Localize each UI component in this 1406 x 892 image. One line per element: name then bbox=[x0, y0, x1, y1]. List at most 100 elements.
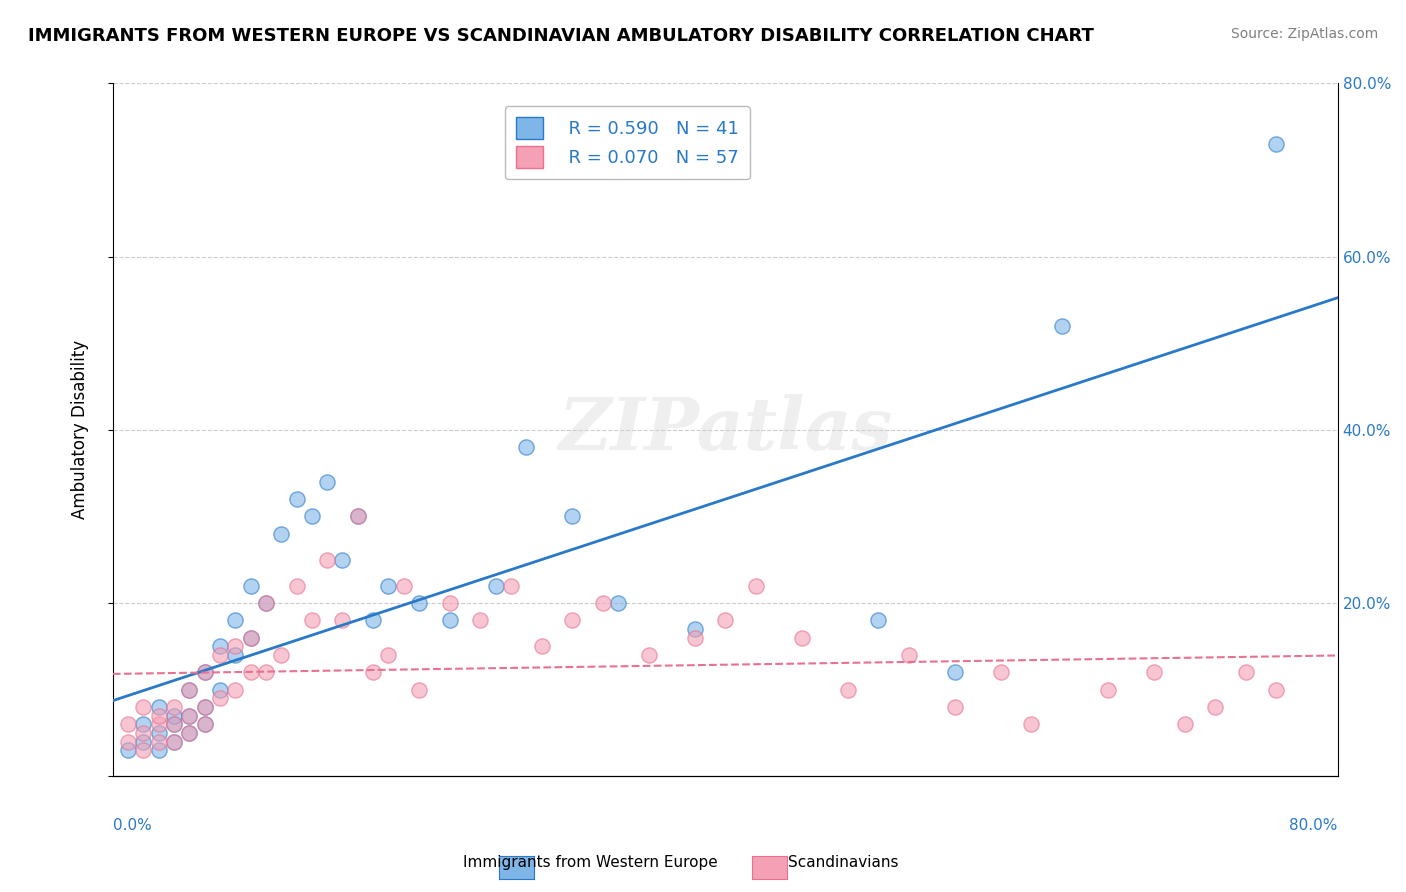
Text: IMMIGRANTS FROM WESTERN EUROPE VS SCANDINAVIAN AMBULATORY DISABILITY CORRELATION: IMMIGRANTS FROM WESTERN EUROPE VS SCANDI… bbox=[28, 27, 1094, 45]
Point bbox=[163, 700, 186, 714]
Text: Scandinavians: Scandinavians bbox=[789, 855, 898, 870]
Point bbox=[499, 579, 522, 593]
Point bbox=[837, 682, 859, 697]
Point bbox=[470, 613, 492, 627]
Point bbox=[179, 726, 201, 740]
Point bbox=[163, 717, 186, 731]
Point bbox=[439, 613, 461, 627]
Point bbox=[1265, 682, 1288, 697]
Point bbox=[208, 691, 231, 706]
Point bbox=[194, 717, 217, 731]
Point bbox=[132, 717, 155, 731]
Point bbox=[239, 665, 262, 680]
Legend:   R = 0.590   N = 41,   R = 0.070   N = 57: R = 0.590 N = 41, R = 0.070 N = 57 bbox=[505, 106, 749, 179]
Point bbox=[332, 613, 354, 627]
Point bbox=[392, 579, 415, 593]
Point bbox=[148, 734, 170, 748]
Point bbox=[1143, 665, 1166, 680]
Point bbox=[285, 579, 308, 593]
Point bbox=[683, 622, 706, 636]
Point bbox=[117, 717, 139, 731]
Point bbox=[1050, 318, 1073, 333]
Point bbox=[179, 708, 201, 723]
Point bbox=[361, 665, 384, 680]
Point bbox=[1021, 717, 1043, 731]
Point bbox=[637, 648, 659, 662]
Point bbox=[239, 579, 262, 593]
Point bbox=[224, 613, 246, 627]
Point bbox=[163, 717, 186, 731]
Point bbox=[254, 665, 277, 680]
Point bbox=[148, 700, 170, 714]
Point bbox=[194, 700, 217, 714]
Point bbox=[745, 579, 768, 593]
Point bbox=[179, 708, 201, 723]
Point bbox=[1265, 136, 1288, 151]
Point bbox=[377, 648, 399, 662]
Point bbox=[683, 631, 706, 645]
Point bbox=[239, 631, 262, 645]
Point bbox=[224, 648, 246, 662]
Point bbox=[254, 596, 277, 610]
Point bbox=[270, 648, 292, 662]
Text: ZIPatlas: ZIPatlas bbox=[558, 394, 893, 466]
Text: 80.0%: 80.0% bbox=[1289, 818, 1337, 833]
Point bbox=[163, 708, 186, 723]
Point bbox=[254, 596, 277, 610]
Point bbox=[515, 440, 537, 454]
Point bbox=[530, 640, 553, 654]
Point bbox=[285, 492, 308, 507]
Point bbox=[148, 708, 170, 723]
Point bbox=[208, 682, 231, 697]
Point bbox=[592, 596, 614, 610]
Point bbox=[790, 631, 813, 645]
Point bbox=[408, 596, 430, 610]
Point bbox=[270, 526, 292, 541]
Point bbox=[224, 640, 246, 654]
Point bbox=[1173, 717, 1195, 731]
Point bbox=[208, 640, 231, 654]
Point bbox=[179, 682, 201, 697]
Point bbox=[132, 700, 155, 714]
Point bbox=[208, 648, 231, 662]
Text: Source: ZipAtlas.com: Source: ZipAtlas.com bbox=[1230, 27, 1378, 41]
Point bbox=[301, 509, 323, 524]
Text: 0.0%: 0.0% bbox=[112, 818, 152, 833]
Point bbox=[179, 682, 201, 697]
Point bbox=[332, 552, 354, 566]
Point bbox=[1204, 700, 1226, 714]
Point bbox=[943, 665, 966, 680]
Point bbox=[132, 726, 155, 740]
Point bbox=[408, 682, 430, 697]
Point bbox=[163, 734, 186, 748]
Point bbox=[316, 552, 339, 566]
Point bbox=[224, 682, 246, 697]
Point bbox=[194, 717, 217, 731]
Point bbox=[301, 613, 323, 627]
Point bbox=[361, 613, 384, 627]
Point bbox=[1097, 682, 1119, 697]
Point bbox=[1234, 665, 1257, 680]
Point bbox=[117, 743, 139, 757]
Point bbox=[194, 665, 217, 680]
Point bbox=[714, 613, 737, 627]
Point bbox=[148, 743, 170, 757]
Point bbox=[194, 700, 217, 714]
Point bbox=[239, 631, 262, 645]
Point bbox=[148, 717, 170, 731]
Text: Immigrants from Western Europe: Immigrants from Western Europe bbox=[463, 855, 718, 870]
Point bbox=[439, 596, 461, 610]
Point bbox=[943, 700, 966, 714]
Point bbox=[346, 509, 368, 524]
Point bbox=[117, 734, 139, 748]
Point bbox=[607, 596, 630, 610]
Point bbox=[346, 509, 368, 524]
Point bbox=[484, 579, 506, 593]
Point bbox=[561, 509, 583, 524]
Point bbox=[132, 734, 155, 748]
Point bbox=[377, 579, 399, 593]
Point bbox=[194, 665, 217, 680]
Point bbox=[990, 665, 1012, 680]
Point bbox=[179, 726, 201, 740]
Point bbox=[868, 613, 890, 627]
